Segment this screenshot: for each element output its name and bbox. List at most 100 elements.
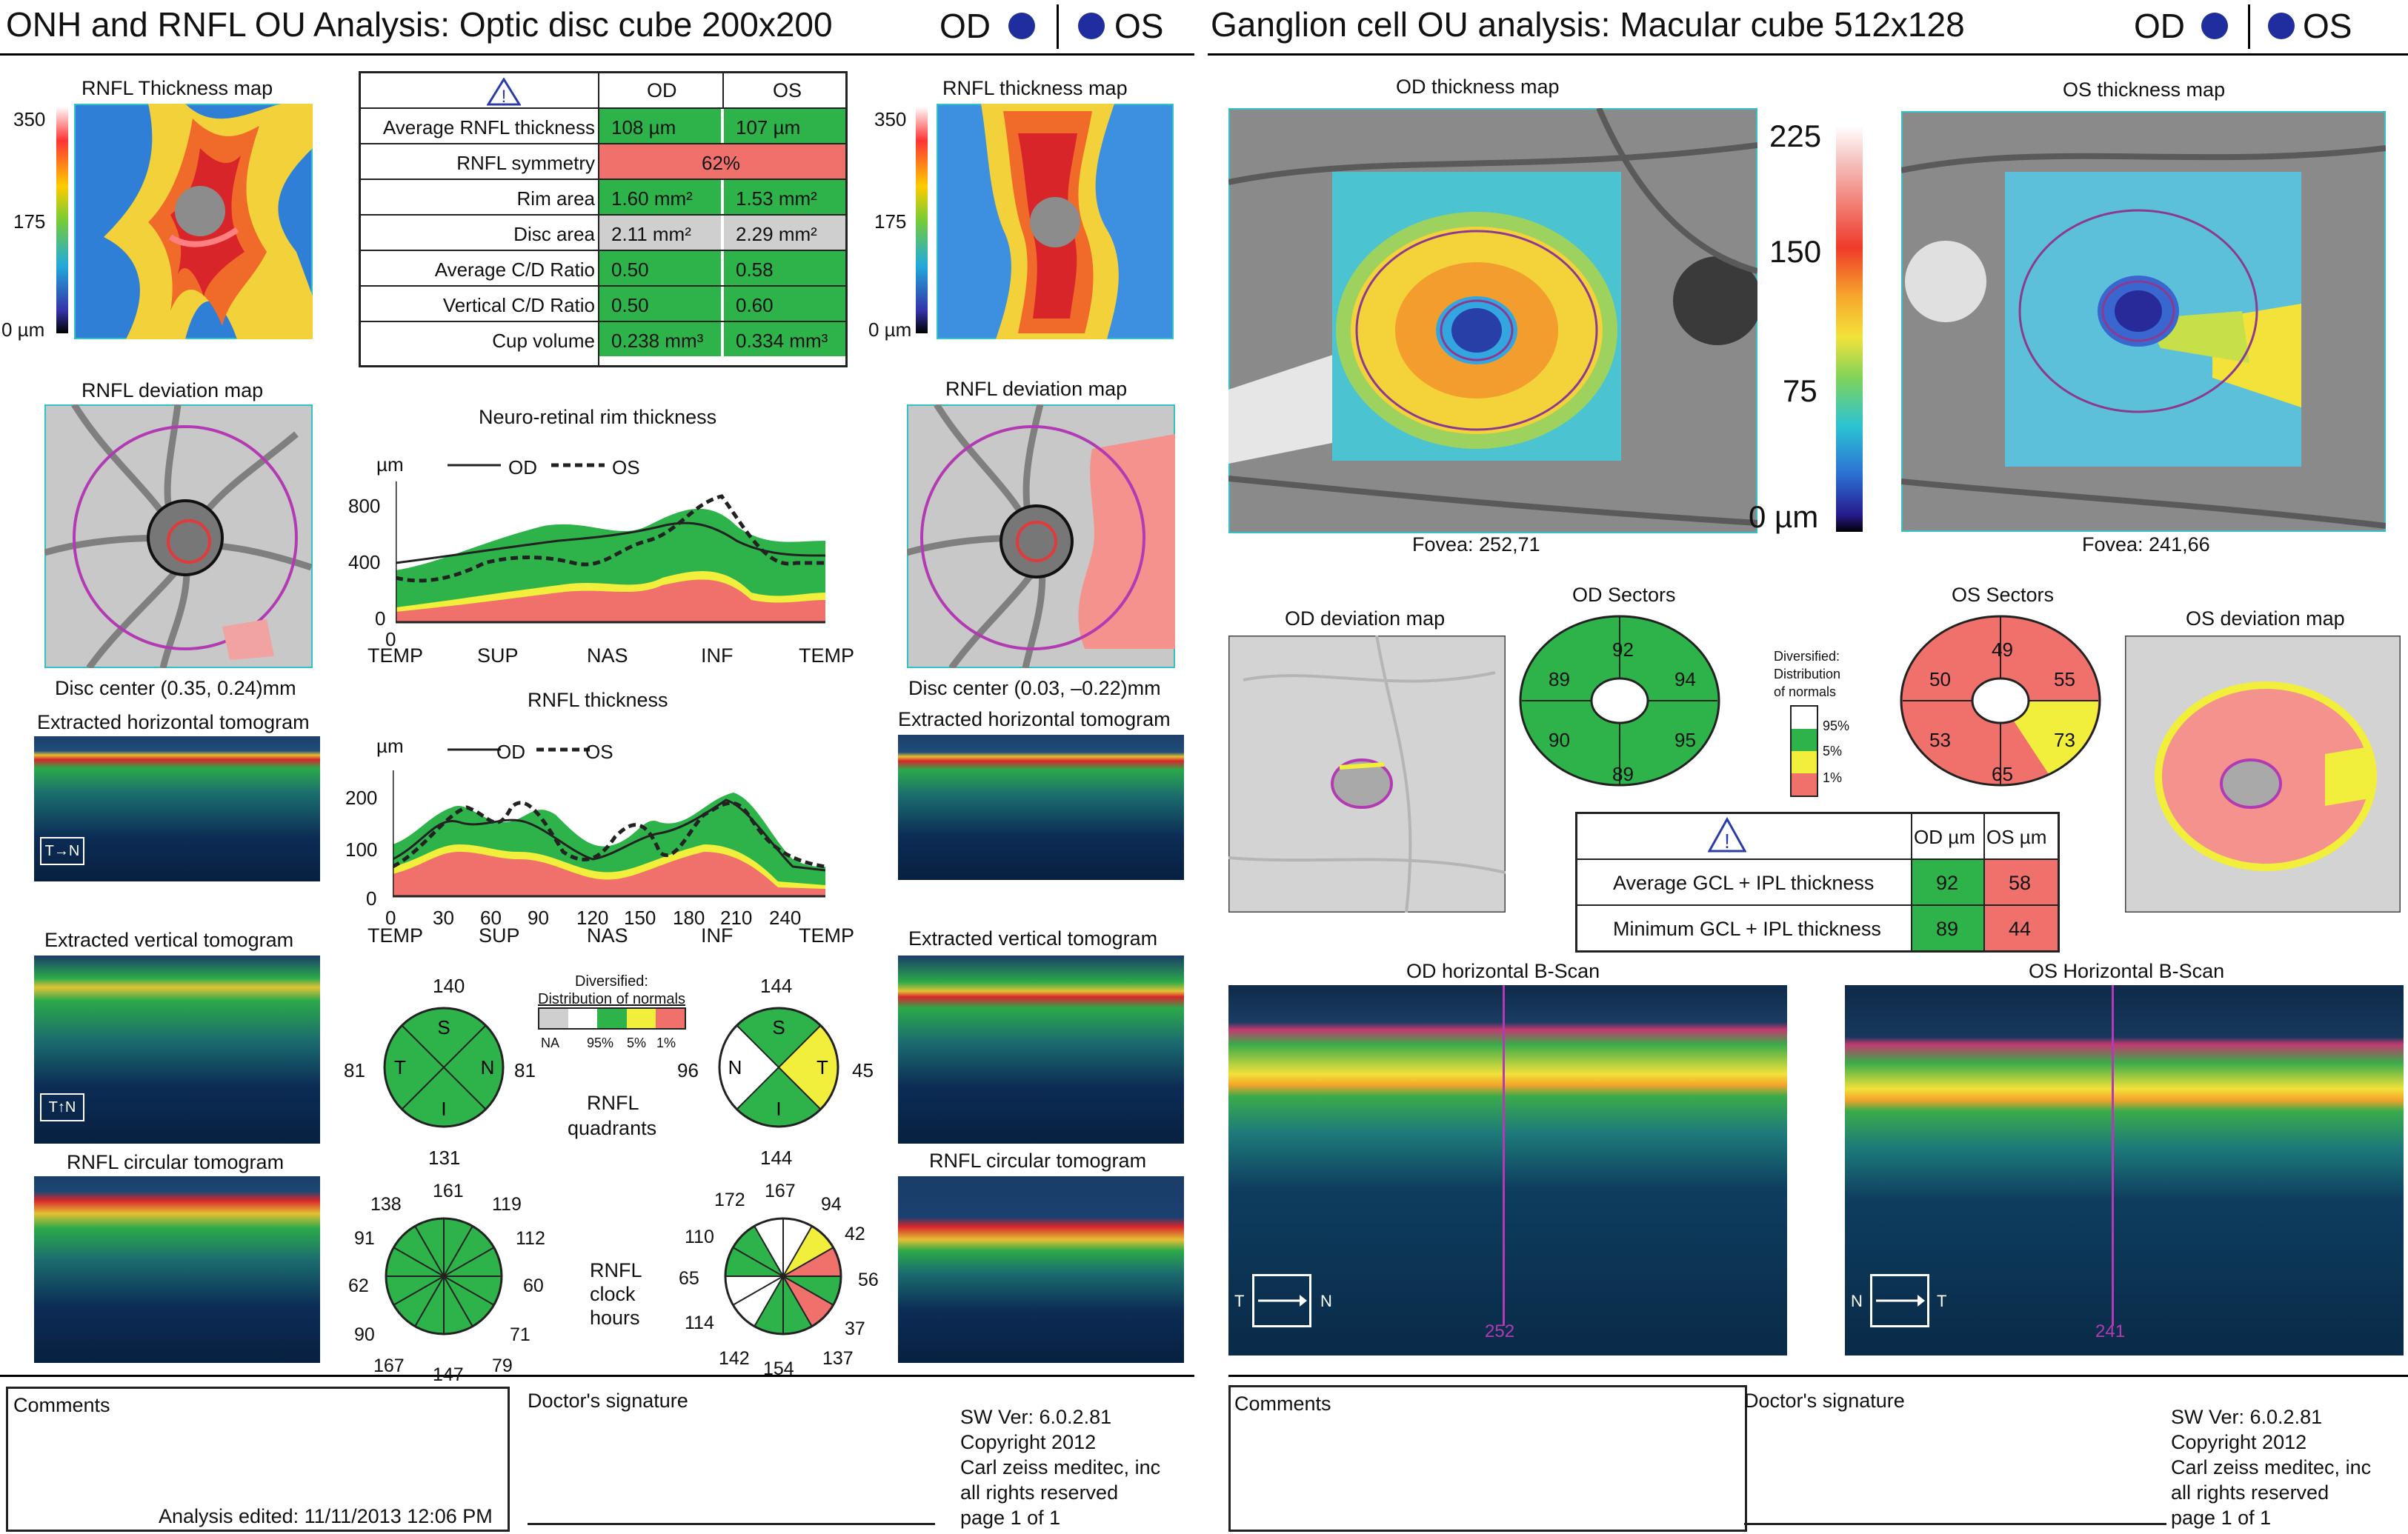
- legend-5: 5%: [627, 1036, 647, 1050]
- htomo-os: [898, 735, 1184, 880]
- od-eye-icon-right: [2201, 13, 2228, 39]
- od-sector-value: 95: [1674, 729, 1696, 751]
- rnfl-xtick: 0: [385, 907, 396, 929]
- htomo-right-title: Extracted horizontal tomogram: [898, 708, 1171, 730]
- rnfl-quadrant-chart-od: S T N I: [383, 1007, 505, 1128]
- clock-od-value: 167: [373, 1355, 405, 1376]
- os-bscan-dir-t: T: [1937, 1292, 1947, 1310]
- gcl-warning-icon: !: [1708, 817, 1746, 853]
- clock-od-value: 161: [433, 1181, 464, 1201]
- rnfl-xtick: 150: [624, 907, 656, 929]
- gcl-avg-od: 92: [1936, 872, 1959, 894]
- svg-text:S: S: [437, 1016, 450, 1038]
- left-company: Carl zeiss meditec, inc: [960, 1456, 1161, 1478]
- gcl-scale-225: 225: [1769, 119, 1822, 153]
- gcl-scale-150: 150: [1769, 234, 1822, 269]
- table-od-cell: [599, 180, 721, 214]
- rnfl-quadrant-chart-os: S N T I: [718, 1007, 839, 1128]
- rnfl-legend-os-line: [536, 747, 590, 752]
- os-deviation-map: [2125, 636, 2401, 913]
- rnfl-thickness-chart: [393, 770, 825, 898]
- od-bscan: [1228, 985, 1787, 1355]
- right-od-label: OD: [2134, 7, 2185, 45]
- rnfl-parameter-table: ! OD OS Average RNFL thickness 108 µm 107 …: [359, 71, 848, 367]
- left-comments-box[interactable]: [6, 1387, 510, 1532]
- rnfl-chart-title: RNFL thickness: [528, 689, 668, 711]
- gcl-scale-0: 0 µm: [1749, 499, 1819, 534]
- table-row-od: 1.60 mm²: [611, 187, 693, 210]
- right-header-divider: [2248, 4, 2250, 49]
- os-sector-value: 73: [2054, 729, 2075, 751]
- od-sector-value: 89: [1549, 668, 1570, 690]
- gcl-head-os: OS µm: [1986, 826, 2047, 848]
- right-copyright: Copyright 2012: [2171, 1431, 2307, 1453]
- left-header-rule: [0, 53, 1194, 56]
- gcl-min-od-cell: [1912, 906, 1983, 950]
- rim-legend-os: OS: [612, 456, 640, 478]
- svg-text:S: S: [772, 1016, 785, 1038]
- rnfl-ytick-0: 0: [366, 887, 377, 910]
- disc-center-left: Disc center (0.35, 0.24)mm: [55, 677, 296, 699]
- rim-xcat-temp1: TEMP: [367, 644, 424, 667]
- od-deviation-map: [1228, 636, 1506, 913]
- clock-od-value: 79: [492, 1355, 513, 1376]
- rnfl-xtick: 90: [528, 907, 549, 929]
- legend-95: 95%: [587, 1036, 614, 1050]
- table-row-divider: [361, 214, 845, 216]
- rnfl-dev-right-title: RNFL deviation map: [945, 378, 1128, 400]
- left-header-divider: [1057, 4, 1059, 49]
- table-od-cell: [599, 287, 721, 321]
- table-row-os: 0.60: [736, 294, 774, 316]
- table-row-os: 1.53 mm²: [736, 187, 817, 210]
- od-thickness-map-title: OD thickness map: [1396, 76, 1560, 98]
- left-od-label: OD: [939, 7, 991, 45]
- gcl-table: ! OD µm OS µm Average GCL + IPL thicknes…: [1575, 812, 2060, 953]
- table-row-divider: [361, 143, 845, 144]
- rnfl-xtick: 210: [720, 907, 753, 929]
- os-bscan-line: [2112, 985, 2114, 1326]
- od-bscan-dir-n: N: [1320, 1292, 1332, 1310]
- ctomo-left-title: RNFL circular tomogram: [67, 1151, 285, 1173]
- od-sectors-chart: [1519, 615, 1720, 787]
- rnfl-legend-od: OD: [496, 741, 525, 763]
- quad-od-n-value: 81: [514, 1059, 536, 1081]
- clock-od-value: 62: [348, 1275, 369, 1296]
- table-os-cell: [724, 109, 845, 143]
- table-row-label: Vertical C/D Ratio: [442, 294, 595, 316]
- table-od-cell: [599, 216, 721, 250]
- scale-350-left: 350: [13, 108, 46, 130]
- table-row-symmetry: 62%: [702, 152, 741, 174]
- scale-0-right: 0 µm: [868, 319, 912, 341]
- right-footer-rule: [1228, 1375, 2408, 1377]
- left-page: page 1 of 1: [960, 1507, 1061, 1529]
- table-os-cell: [724, 216, 845, 250]
- rnfl-xcat-nas: NAS: [587, 924, 628, 947]
- left-os-label: OS: [1114, 7, 1164, 45]
- os-thickness-map: [1901, 111, 2386, 532]
- htomo-left-title: Extracted horizontal tomogram: [37, 711, 310, 733]
- sectors-legend-95: 95%: [1823, 718, 1850, 733]
- quad-os-i-value: 144: [760, 1147, 793, 1169]
- right-company: Carl zeiss meditec, inc: [2171, 1456, 2372, 1478]
- vtomo-left-title: Extracted vertical tomogram: [44, 929, 294, 951]
- os-thickness-map-title: OS thickness map: [2063, 79, 2226, 101]
- os-bscan-dir-box: [1870, 1274, 1929, 1327]
- quad-od-s-value: 140: [433, 975, 465, 997]
- rnfl-xtick: 120: [576, 907, 609, 929]
- rnfl-xcat-sup: SUP: [479, 924, 520, 947]
- ctomo-os: [898, 1176, 1184, 1363]
- right-sw-ver: SW Ver: 6.0.2.81: [2171, 1406, 2323, 1428]
- warning-icon: !: [487, 78, 521, 106]
- table-col-os: OS: [773, 79, 802, 101]
- table-od-cell: [599, 109, 721, 143]
- clock-od-value: 112: [516, 1228, 545, 1249]
- fovea-os: Fovea: 241,66: [2082, 533, 2210, 556]
- rim-chart-title: Neuro-retinal rim thickness: [479, 406, 717, 428]
- os-eye-icon-right: [2268, 13, 2295, 39]
- right-comments-box[interactable]: [1228, 1385, 1747, 1532]
- gcl-avg-od-cell: [1912, 860, 1983, 904]
- sectors-legend-swatches: [1790, 705, 1818, 797]
- table-row-divider: [361, 250, 845, 251]
- od-eye-icon: [1008, 13, 1035, 39]
- right-title: Ganglion cell OU analysis: Macular cube …: [1211, 5, 1965, 44]
